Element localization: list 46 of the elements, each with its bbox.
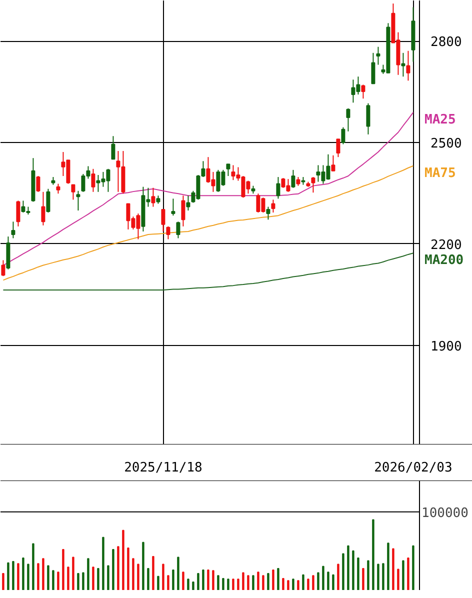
candlestick	[41, 191, 46, 226]
candlestick	[186, 195, 190, 211]
candlestick	[16, 200, 20, 227]
candlestick	[401, 52, 406, 78]
series-label: MA200	[424, 253, 464, 268]
candlestick	[291, 169, 296, 188]
candlestick	[166, 226, 170, 240]
y-tick-label: 2800	[430, 35, 462, 50]
candlestick	[276, 176, 280, 200]
line-series	[2, 165, 414, 281]
candlestick	[1, 260, 6, 277]
candlestick	[366, 102, 370, 135]
candlestick	[36, 176, 40, 192]
candlestick	[56, 183, 60, 194]
line-series	[2, 252, 414, 290]
candlestick	[376, 46, 380, 66]
candlestick	[171, 198, 176, 216]
candlestick	[266, 206, 270, 220]
series-label: MA75	[424, 166, 456, 181]
candlestick	[341, 126, 346, 145]
candlestick	[371, 52, 376, 84]
candlestick	[226, 164, 230, 177]
candlestick	[311, 176, 316, 194]
candlestick	[151, 187, 156, 208]
candlestick	[271, 199, 276, 214]
y-tick-label: 2200	[430, 238, 462, 253]
candlestick	[71, 184, 76, 200]
y-tick-label: 1900	[430, 339, 462, 354]
candlestick	[161, 208, 166, 232]
y-tick-label: 2500	[430, 136, 462, 152]
x-tick-label: 2025/11/18	[124, 460, 202, 476]
candlestick	[111, 136, 116, 160]
candlestick	[331, 154, 336, 172]
candlestick	[46, 188, 50, 214]
candlestick	[361, 84, 366, 100]
candlestick	[346, 108, 350, 132]
candlestick	[406, 50, 410, 82]
candlestick	[181, 195, 186, 227]
candlestick	[176, 221, 180, 239]
candlestick	[91, 168, 96, 192]
candlestick	[76, 190, 80, 211]
candlestick	[336, 138, 340, 158]
text: 100000	[422, 506, 468, 521]
candlestick	[11, 221, 16, 239]
series-label: MA25	[424, 112, 456, 128]
x-tick-label: 2026/02/03	[374, 460, 452, 476]
